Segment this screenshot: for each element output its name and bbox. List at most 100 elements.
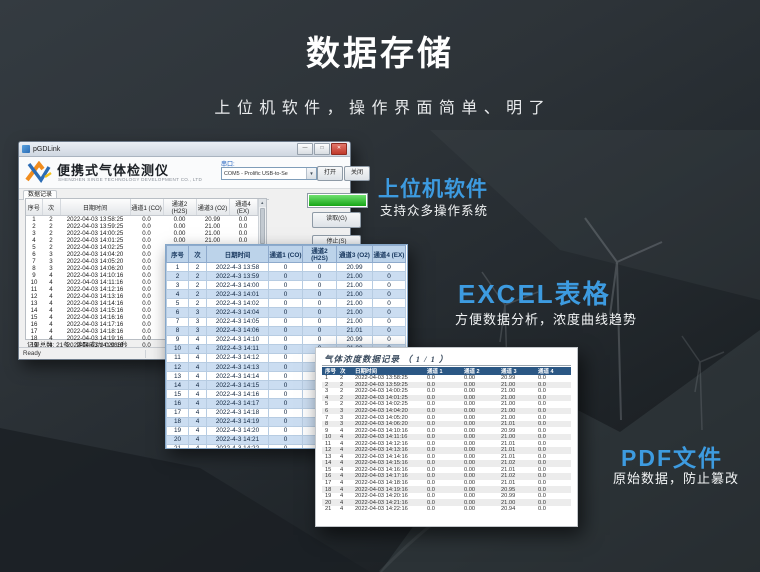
table-cell: 0.0 <box>427 388 435 395</box>
table-cell: 6 <box>166 307 189 318</box>
open-port-button[interactable]: 打开 <box>317 166 343 181</box>
table-row[interactable]: 9 4 2022-4-3 14:10 0 0 20.99 0 <box>166 334 406 345</box>
table-cell: 0.0 <box>538 447 546 454</box>
table-cell: 21.00 <box>204 223 221 230</box>
table-cell: 0 <box>268 352 303 364</box>
window-titlebar[interactable]: pGDLink — □ ✕ <box>19 142 350 157</box>
table-cell: 21.00 <box>336 298 373 309</box>
close-button[interactable]: ✕ <box>331 143 347 155</box>
table-cell: 0.0 <box>538 427 546 434</box>
table-cell: 2022-04-03 14:16:16 <box>355 466 408 473</box>
table-cell: 4 <box>49 328 53 335</box>
table-row[interactable]: 3 2 2022-04-03 14:00:25 0.0 0.00 21.00 0.0 <box>26 230 257 237</box>
table-cell: 15 <box>30 314 38 321</box>
table-cell: 21.00 <box>336 289 373 300</box>
table-cell: 21.00 <box>336 271 373 282</box>
table-cell: 12 <box>166 362 189 373</box>
table-cell: 0 <box>372 307 406 318</box>
table-cell: 4 <box>188 352 207 364</box>
serial-port-value: COM5 - Prolific USB-to-Se <box>224 170 288 177</box>
table-cell: 14 <box>30 307 38 314</box>
table-row: 1 2 2022-04-03 13:58:25 0.0 0.00 20.99 0.0 <box>322 375 571 382</box>
table-row[interactable]: 2 2 2022-04-03 13:59:25 0.0 0.00 21.00 0.0 <box>26 223 257 230</box>
read-button[interactable]: 读取(G) <box>312 212 361 228</box>
table-cell: 0 <box>268 334 303 345</box>
table-cell: 2022-04-03 14:21:16 <box>355 499 408 506</box>
table-cell: 0.0 <box>142 251 151 258</box>
chevron-down-icon[interactable]: ▼ <box>306 168 316 179</box>
table-cell: 2022-04-03 14:18:16 <box>66 328 124 335</box>
column-header: 次 <box>42 199 61 216</box>
column-header: 序号 <box>166 245 189 263</box>
table-cell: 4 <box>49 314 53 321</box>
close-port-button[interactable]: 关闭 <box>344 166 370 181</box>
scroll-up-icon[interactable]: ▲ <box>258 199 266 207</box>
table-cell: 0 <box>268 398 303 409</box>
maximize-button[interactable]: □ <box>314 143 330 155</box>
table-cell: 0.0 <box>427 434 435 441</box>
table-cell: 2 <box>325 381 329 388</box>
column-header: 日期时间 <box>352 367 424 375</box>
table-row[interactable]: 4 2 2022-04-03 14:01:25 0.0 0.00 21.00 0.0 <box>26 237 257 244</box>
table-cell: 2022-04-03 14:10:16 <box>355 427 408 434</box>
table-cell: 21.00 <box>501 499 516 506</box>
table-row[interactable]: 4 2 2022-4-3 14:01 0 0 21.00 0 <box>166 289 406 300</box>
table-cell: 0.0 <box>427 427 435 434</box>
table-row[interactable]: 1 2 2022-4-3 13:58 0 0 20.99 0 <box>166 261 406 273</box>
table-cell: 0.00 <box>464 414 476 421</box>
minimize-button[interactable]: — <box>297 143 313 155</box>
table-cell: 4 <box>188 425 207 436</box>
read-progress-bar <box>307 193 368 208</box>
column-header: 通道2 (H2S) <box>163 199 197 216</box>
table-row[interactable]: 6 3 2022-4-3 14:04 0 0 21.00 0 <box>166 307 406 318</box>
table-cell: 0.0 <box>142 342 151 349</box>
table-cell: 2022-04-03 14:14:16 <box>66 300 124 307</box>
table-cell: 2 <box>188 289 207 300</box>
scrollbar-thumb[interactable] <box>259 208 265 244</box>
table-cell: 4 <box>188 398 207 409</box>
table-cell: 0.0 <box>538 440 546 447</box>
table-cell: 0.0 <box>427 480 435 487</box>
table-cell: 0 <box>268 280 303 291</box>
table-cell: 8 <box>32 265 36 272</box>
table-cell: 0.0 <box>142 223 151 230</box>
table-cell: 0.0 <box>427 375 435 382</box>
table-row[interactable]: 7 3 2022-4-3 14:05 0 0 21.00 0 <box>166 316 406 327</box>
progress-fill <box>309 195 366 206</box>
table-cell: 0.00 <box>464 499 476 506</box>
table-cell: 2022-4-3 14:19 <box>206 416 269 427</box>
table-cell: 0.0 <box>142 321 151 328</box>
table-cell: 2022-04-03 14:13:16 <box>355 447 408 454</box>
caption-host-software-title: 上位机软件 <box>378 178 488 201</box>
table-cell: 0 <box>268 343 303 354</box>
table-cell: 2022-04-03 14:22:16 <box>355 506 408 513</box>
pdf-document: 气体浓度数据记录 （ 1 / 1 ） 序号次日期时间 通道 1 通道 2 通道 3 通道… <box>315 347 578 527</box>
table-cell: 4 <box>188 362 207 373</box>
table-cell: 0.00 <box>173 230 186 237</box>
table-cell: 0 <box>268 307 303 318</box>
table-cell: 0.0 <box>427 453 435 460</box>
table-row[interactable]: 5 2 2022-4-3 14:02 0 0 21.00 0 <box>166 298 406 309</box>
serial-port-select[interactable]: COM5 - Prolific USB-to-Se ▼ <box>221 167 317 180</box>
table-row: 5 2 2022-04-03 14:02:25 0.0 0.00 21.00 0.0 <box>322 401 571 408</box>
table-cell: 21 <box>325 506 332 513</box>
table-cell: 16 <box>30 321 38 328</box>
tab-data-record[interactable]: 数据记录 <box>23 190 58 200</box>
table-cell: 0.00 <box>464 460 476 467</box>
table-cell: 2022-4-3 14:13 <box>206 362 269 373</box>
table-row[interactable]: 2 2 2022-4-3 13:59 0 0 21.00 0 <box>166 271 406 282</box>
table-cell: 0.00 <box>173 237 186 244</box>
table-cell: 20.99 <box>204 216 221 223</box>
table-cell: 21.01 <box>336 325 373 336</box>
table-cell: 3 <box>49 258 53 265</box>
table-row[interactable]: 1 2 2022-04-03 13:58:25 0.0 0.00 20.99 0.0 <box>26 216 257 223</box>
table-cell: 4 <box>32 237 36 244</box>
table-cell: 0.0 <box>538 414 546 421</box>
table-row[interactable]: 8 3 2022-4-3 14:06 0 0 21.01 0 <box>166 325 406 336</box>
table-cell: 21.00 <box>501 388 516 395</box>
table-cell: 2 <box>49 223 53 230</box>
column-header: 通道 1 <box>424 367 461 375</box>
table-cell: 21 <box>166 443 189 448</box>
table-row[interactable]: 3 2 2022-4-3 14:00 0 0 21.00 0 <box>166 280 406 291</box>
table-cell: 2022-04-03 14:14:16 <box>355 453 408 460</box>
